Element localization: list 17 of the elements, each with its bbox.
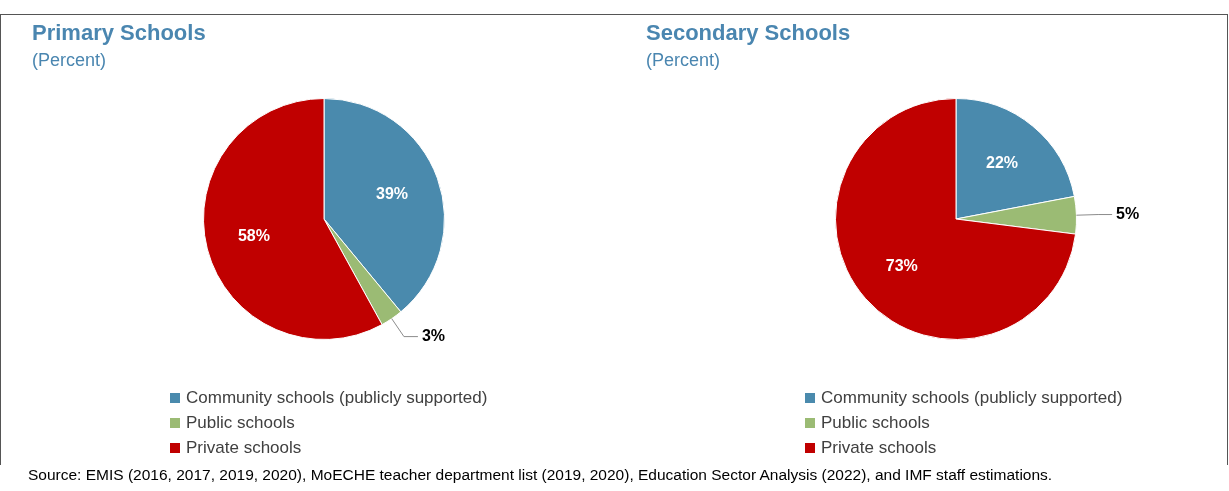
legend-label: Public schools [821,413,930,432]
data-label: 58% [237,227,270,245]
legend-label: Community schools (publicly supported) [821,388,1123,407]
chart-title: Primary Schools [32,20,206,46]
chart-subtitle: (Percent) [32,50,107,71]
chart-subtitle: (Percent) [646,50,721,71]
data-label: 73% [885,257,918,275]
legend-label: Community schools (publicly supported) [186,388,488,407]
source-note: Source: EMIS (2016, 2017, 2019, 2020), MoECHE teacher department list (2019, 2020), Education Sector Analysis (2022), and IMF staff estimations. [28,466,1053,484]
legend-label: Public schools [186,413,295,432]
legend-label: Private schools [821,438,937,457]
data-label: 3% [421,327,446,345]
legend-label: Private schools [186,438,302,457]
data-label: 5% [1116,204,1140,222]
data-label: 39% [376,184,409,202]
chart-title: Secondary Schools [646,20,851,46]
data-label: 22% [986,153,1019,171]
